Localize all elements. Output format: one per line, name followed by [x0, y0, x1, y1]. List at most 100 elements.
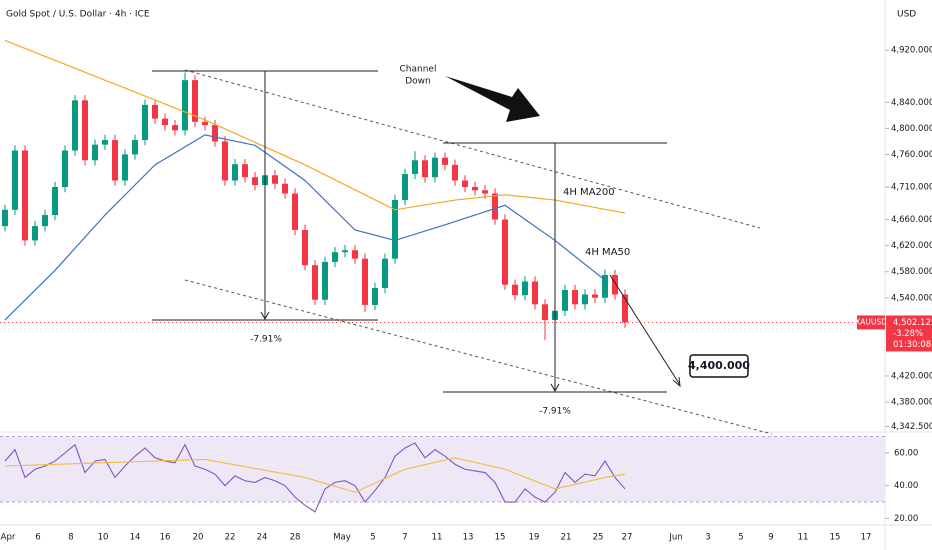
candle-body [432, 157, 438, 178]
candle-body [532, 281, 538, 305]
x-tick-label: 20 [193, 533, 204, 543]
candle-body [2, 209, 8, 227]
candle-body [142, 104, 148, 141]
candle-body [302, 230, 308, 266]
candle-body [112, 140, 118, 181]
chart-title: Gold Spot / U.S. Dollar · 4h · ICE [6, 10, 150, 20]
candle-body [92, 144, 98, 161]
candle-body [72, 100, 78, 151]
candle-body [212, 125, 218, 142]
x-tick-label: 6 [35, 533, 40, 543]
x-tick-label: 14 [130, 533, 141, 543]
price-pane: 4,920.000 4,840.000 4,800.000 4,760.000 4,71… [0, 39, 932, 543]
rsi-pane: 60.00 40.00 20.00 [0, 435, 918, 524]
candle-body [422, 160, 428, 178]
candle-body [462, 180, 468, 188]
channel-label: Down [405, 77, 431, 87]
candle-body [482, 190, 488, 194]
ma-label: 4H MA200 [563, 187, 615, 198]
candle-body [332, 252, 338, 262]
y-tick-label: 40.00 [894, 481, 918, 491]
candle-body [452, 164, 458, 181]
big-arrow [445, 76, 540, 122]
price-tag: 4,502.125 [893, 318, 932, 328]
candle-body [512, 284, 518, 296]
candle-body [442, 157, 448, 165]
candle-body [412, 160, 418, 174]
candle-body [52, 187, 58, 216]
x-tick-label: 7 [402, 533, 407, 543]
y-tick-label: 4,342.500 [891, 422, 932, 432]
candle-body [42, 215, 48, 227]
candle-body [612, 274, 618, 295]
y-tick-label: 4,620.000 [891, 241, 932, 251]
candle-body [492, 193, 498, 220]
candle-body [132, 140, 138, 155]
candle-body [62, 150, 68, 188]
candle-body [622, 294, 628, 323]
candle-body [362, 258, 368, 305]
candle-body [272, 175, 278, 184]
candle-body [402, 173, 408, 201]
y-tick-label: 4,760.000 [891, 150, 932, 160]
y-tick-label: 4,580.000 [891, 267, 932, 277]
candle-body [192, 80, 198, 122]
x-tick-label: 11 [798, 533, 809, 543]
candle-body [322, 261, 328, 300]
candle-body [542, 304, 548, 320]
channel-label: Channel [400, 65, 437, 75]
y-tick-label: 4,840.000 [891, 98, 932, 108]
x-tick-label: 10 [98, 533, 109, 543]
candle-body [222, 141, 228, 181]
candle-body [102, 140, 108, 145]
candle-body [182, 80, 188, 131]
currency: USD [897, 10, 916, 20]
candle-body [82, 100, 88, 161]
y-tick-label: 4,420.000 [891, 371, 932, 381]
candle-body [22, 150, 28, 241]
x-tick-label: 17 [861, 533, 872, 543]
candle-body [242, 164, 248, 178]
candle-body [32, 226, 38, 241]
candle-body [502, 219, 508, 285]
candle-body [202, 121, 208, 126]
x-tick-label: 15 [830, 533, 841, 543]
candle-body [12, 150, 18, 210]
y-tick-label: 4,920.000 [891, 46, 932, 56]
price-change: -3.28% [893, 329, 923, 339]
x-tick-label: 8 [68, 533, 73, 543]
drawings [152, 69, 773, 435]
x-tick-label: Jun [668, 533, 682, 543]
candle-body [292, 193, 298, 231]
x-tick-label: 5 [370, 533, 375, 543]
x-tick-label: 16 [160, 533, 171, 543]
y-tick-label: 4,800.000 [891, 124, 932, 134]
candle-body [522, 281, 528, 296]
arrow-head [672, 376, 681, 388]
x-tick-label: 15 [495, 533, 506, 543]
candle-body [282, 183, 288, 194]
candle-body [602, 274, 608, 298]
arrow-head [550, 383, 560, 393]
symbol-tag-bg [857, 315, 885, 330]
candle-body [392, 200, 398, 259]
candle-body [152, 104, 158, 119]
candle-body [372, 288, 378, 305]
candle-body [382, 258, 388, 288]
y-tick-label: 4,660.000 [891, 215, 932, 225]
candle-body [162, 118, 168, 126]
x-tick-label: 25 [593, 533, 604, 543]
y-tick-label: 60.00 [894, 448, 918, 458]
x-tick-label: 22 [225, 533, 236, 543]
y-tick-label: 4,380.000 [891, 398, 932, 408]
rsi-band [0, 436, 885, 503]
candle-body [572, 289, 578, 305]
candle-body [172, 125, 178, 131]
candle-body [232, 164, 238, 181]
candle-body [472, 187, 478, 191]
target-box [689, 354, 749, 378]
y-tick-label: 4,710.000 [891, 183, 932, 193]
ma-line [4, 134, 606, 321]
x-tick-label: May [333, 533, 351, 543]
